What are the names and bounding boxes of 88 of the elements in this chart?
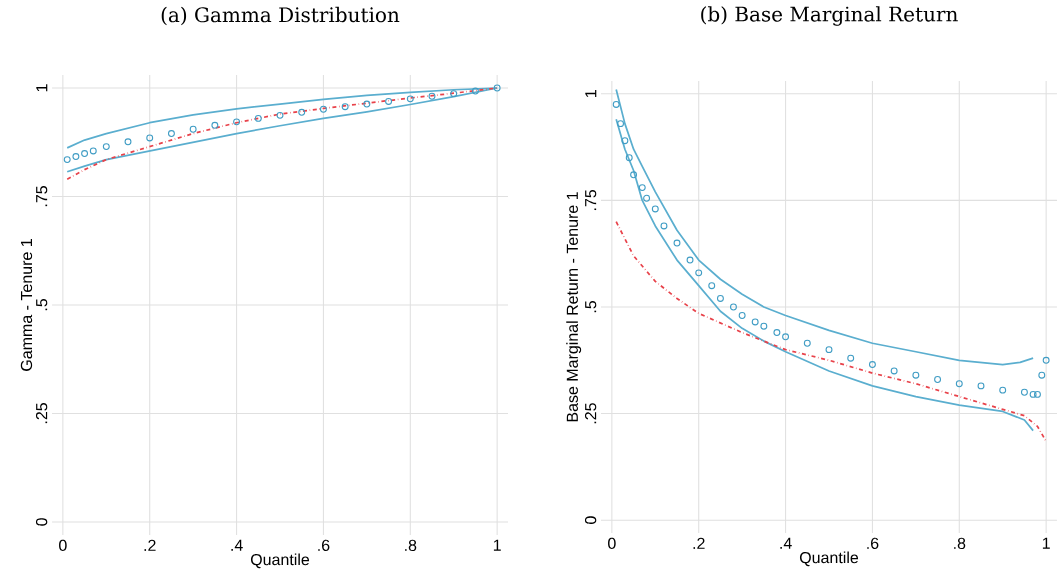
point [625,154,633,162]
point [72,153,80,161]
point [782,333,790,341]
point [167,130,175,138]
x-tick-label: .8 [405,539,417,552]
x-tick-label: .2 [693,537,705,549]
point [124,138,132,146]
point [341,103,349,111]
point [276,111,284,119]
point [254,114,262,122]
y-tick-label: .25 [584,403,597,424]
point [738,312,746,319]
chart-title: (b) Base Marginal Return [701,6,958,26]
point [406,95,414,103]
point [81,150,89,158]
point [825,346,833,354]
x-tick-label: .6 [318,539,330,552]
point [1033,390,1041,398]
point [847,354,855,362]
y-tick-label: 1 [585,90,597,98]
point [729,303,737,311]
x-tick-label: 0 [59,539,67,552]
point [955,380,963,388]
point [716,294,724,302]
point [385,97,393,105]
point [803,339,811,347]
point [617,120,625,128]
point [493,84,501,92]
point [912,371,920,379]
x-tick-label: 1 [1042,537,1050,549]
point [890,367,898,375]
point [751,318,759,326]
point [612,100,620,108]
point [651,205,659,213]
line-series [615,88,1034,366]
point [630,171,638,179]
point [471,87,479,95]
y-tick-label: .75 [585,189,597,211]
x-tick-label: .4 [780,537,792,549]
point [1038,371,1046,379]
chart-title: (a) Gamma Distribution [161,6,400,26]
point [319,105,327,113]
y-tick-label: .5 [36,298,48,311]
point [686,256,694,264]
x-tick-label: 1 [493,539,501,551]
x-tick-label: .4 [231,539,243,551]
x-tick-label: 0 [608,537,616,550]
point [660,222,668,230]
point [868,361,876,369]
point [708,282,716,290]
point [298,108,306,116]
point [638,184,646,192]
y-axis-title: Base Marginal Return - Tenure 1 [566,192,582,422]
point [450,90,458,98]
y-tick-label: .75 [36,186,48,207]
point [102,143,110,151]
point [1029,390,1037,398]
y-tick-label: .25 [35,403,48,424]
x-tick-label: .2 [144,539,156,551]
y-tick-label: 1 [36,84,48,92]
point [211,121,219,129]
point [1042,356,1050,364]
point [773,329,781,337]
point [146,134,154,142]
point [673,239,681,247]
x-axis-title: Quantile [250,553,310,569]
x-tick-label: .8 [954,537,966,550]
point [934,376,942,383]
y-tick-label: 0 [584,516,597,525]
point [977,382,985,390]
y-axis-title: Gamma - Tenure 1 [20,239,33,371]
point [189,125,197,133]
line-series [615,118,1034,432]
point [89,147,97,155]
point [363,100,371,108]
x-axis-title: Quantile [799,551,859,567]
point [233,118,241,126]
point [643,194,651,202]
y-tick-label: 0 [35,518,48,526]
point [999,386,1007,394]
point [621,137,629,145]
point [1020,388,1028,396]
point [695,269,703,277]
point [63,156,71,164]
point [428,92,436,100]
x-tick-label: .6 [867,537,879,550]
y-tick-label: .5 [585,300,597,313]
point [760,322,768,330]
